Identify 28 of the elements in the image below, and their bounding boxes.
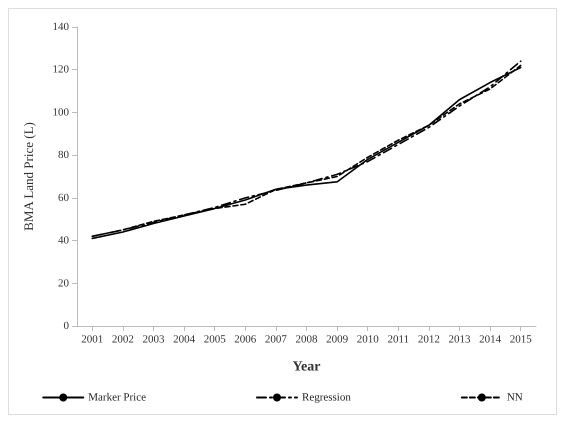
y-tick-label: 0 [64,320,70,332]
x-tick-label: 2003 [142,334,165,346]
x-tick-label: 2009 [326,334,349,346]
y-tick-label: 120 [52,64,70,76]
x-tick-label: 2002 [112,334,134,346]
legend-label: NN [506,392,523,404]
x-tick-label: 2012 [418,334,440,346]
x-tick-label: 2011 [388,334,410,346]
x-axis-title: Year [292,360,320,374]
x-tick-label: 2008 [296,334,318,346]
y-tick-label: 100 [52,106,70,118]
x-tick-label: 2007 [264,334,288,346]
x-tick-label: 2014 [479,334,502,346]
x-tick-label: 2013 [448,334,471,346]
y-tick-label: 40 [58,234,70,247]
y-tick-label: 60 [58,192,70,204]
x-tick-label: 2006 [234,334,257,346]
x-tick-label: 2001 [81,334,104,346]
legend-label: Marker Price [88,392,146,404]
x-tick-label: 2005 [204,334,226,346]
x-tick-label: 2015 [510,334,532,346]
legend-label: Regression [302,392,352,404]
y-tick-label: 80 [58,149,70,162]
y-tick-label: 140 [52,21,70,33]
y-tick-label: 20 [58,277,70,290]
x-tick-label: 2004 [173,334,196,346]
y-axis-title: BMA Land Price (L) [21,122,36,231]
x-tick-label: 2010 [356,334,380,346]
